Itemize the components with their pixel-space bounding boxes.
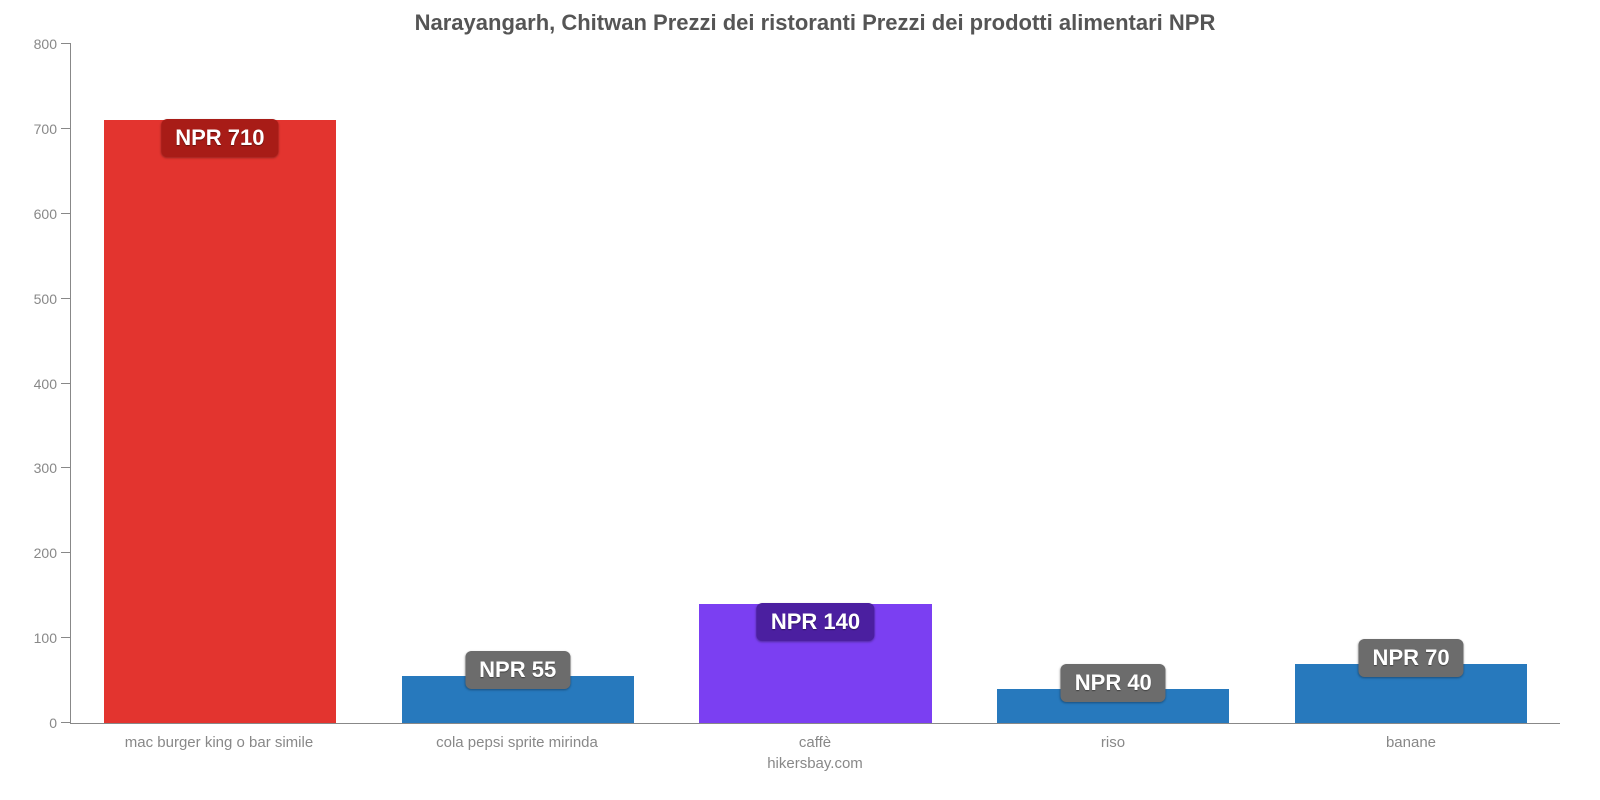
value-badge: NPR 40 — [1061, 664, 1166, 702]
value-badge: NPR 140 — [757, 603, 874, 641]
bar-slot: NPR 70 — [1262, 44, 1560, 723]
y-axis-label: 400 — [34, 376, 71, 392]
value-badge: NPR 710 — [161, 119, 278, 157]
y-axis-label: 700 — [34, 121, 71, 137]
x-axis-label: caffè — [666, 724, 964, 751]
bars-row: NPR 710 NPR 55 NPR 140 NPR 40 NPR 70 — [71, 44, 1560, 723]
x-axis-labels: mac burger king o bar similecola pepsi s… — [70, 724, 1560, 751]
bar-slot: NPR 140 — [667, 44, 965, 723]
y-axis-label: 200 — [34, 545, 71, 561]
bar: NPR 70 — [1295, 664, 1527, 723]
chart-title: Narayangarh, Chitwan Prezzi dei ristoran… — [70, 10, 1560, 36]
bar-slot: NPR 55 — [369, 44, 667, 723]
y-axis-label: 800 — [34, 36, 71, 52]
value-badge: NPR 70 — [1359, 639, 1464, 677]
bar: NPR 55 — [402, 676, 634, 723]
x-axis-label: mac burger king o bar simile — [70, 724, 368, 751]
y-axis-label: 500 — [34, 291, 71, 307]
attribution-text: hikersbay.com — [70, 755, 1560, 772]
y-axis-label: 600 — [34, 206, 71, 222]
x-axis-label: banane — [1262, 724, 1560, 751]
bar-slot: NPR 710 — [71, 44, 369, 723]
bar: NPR 40 — [997, 689, 1229, 723]
value-badge: NPR 55 — [465, 651, 570, 689]
chart-container: Narayangarh, Chitwan Prezzi dei ristoran… — [0, 0, 1600, 800]
y-axis-label: 100 — [34, 630, 71, 646]
y-axis-label: 300 — [34, 460, 71, 476]
bar: NPR 710 — [104, 120, 336, 723]
y-axis-label: 0 — [49, 715, 71, 731]
bar: NPR 140 — [699, 604, 931, 723]
plot-area: NPR 710NPR 55NPR 140NPR 40NPR 70 0100200… — [70, 44, 1560, 724]
x-axis-label: riso — [964, 724, 1262, 751]
bar-slot: NPR 40 — [964, 44, 1262, 723]
x-axis-label: cola pepsi sprite mirinda — [368, 724, 666, 751]
